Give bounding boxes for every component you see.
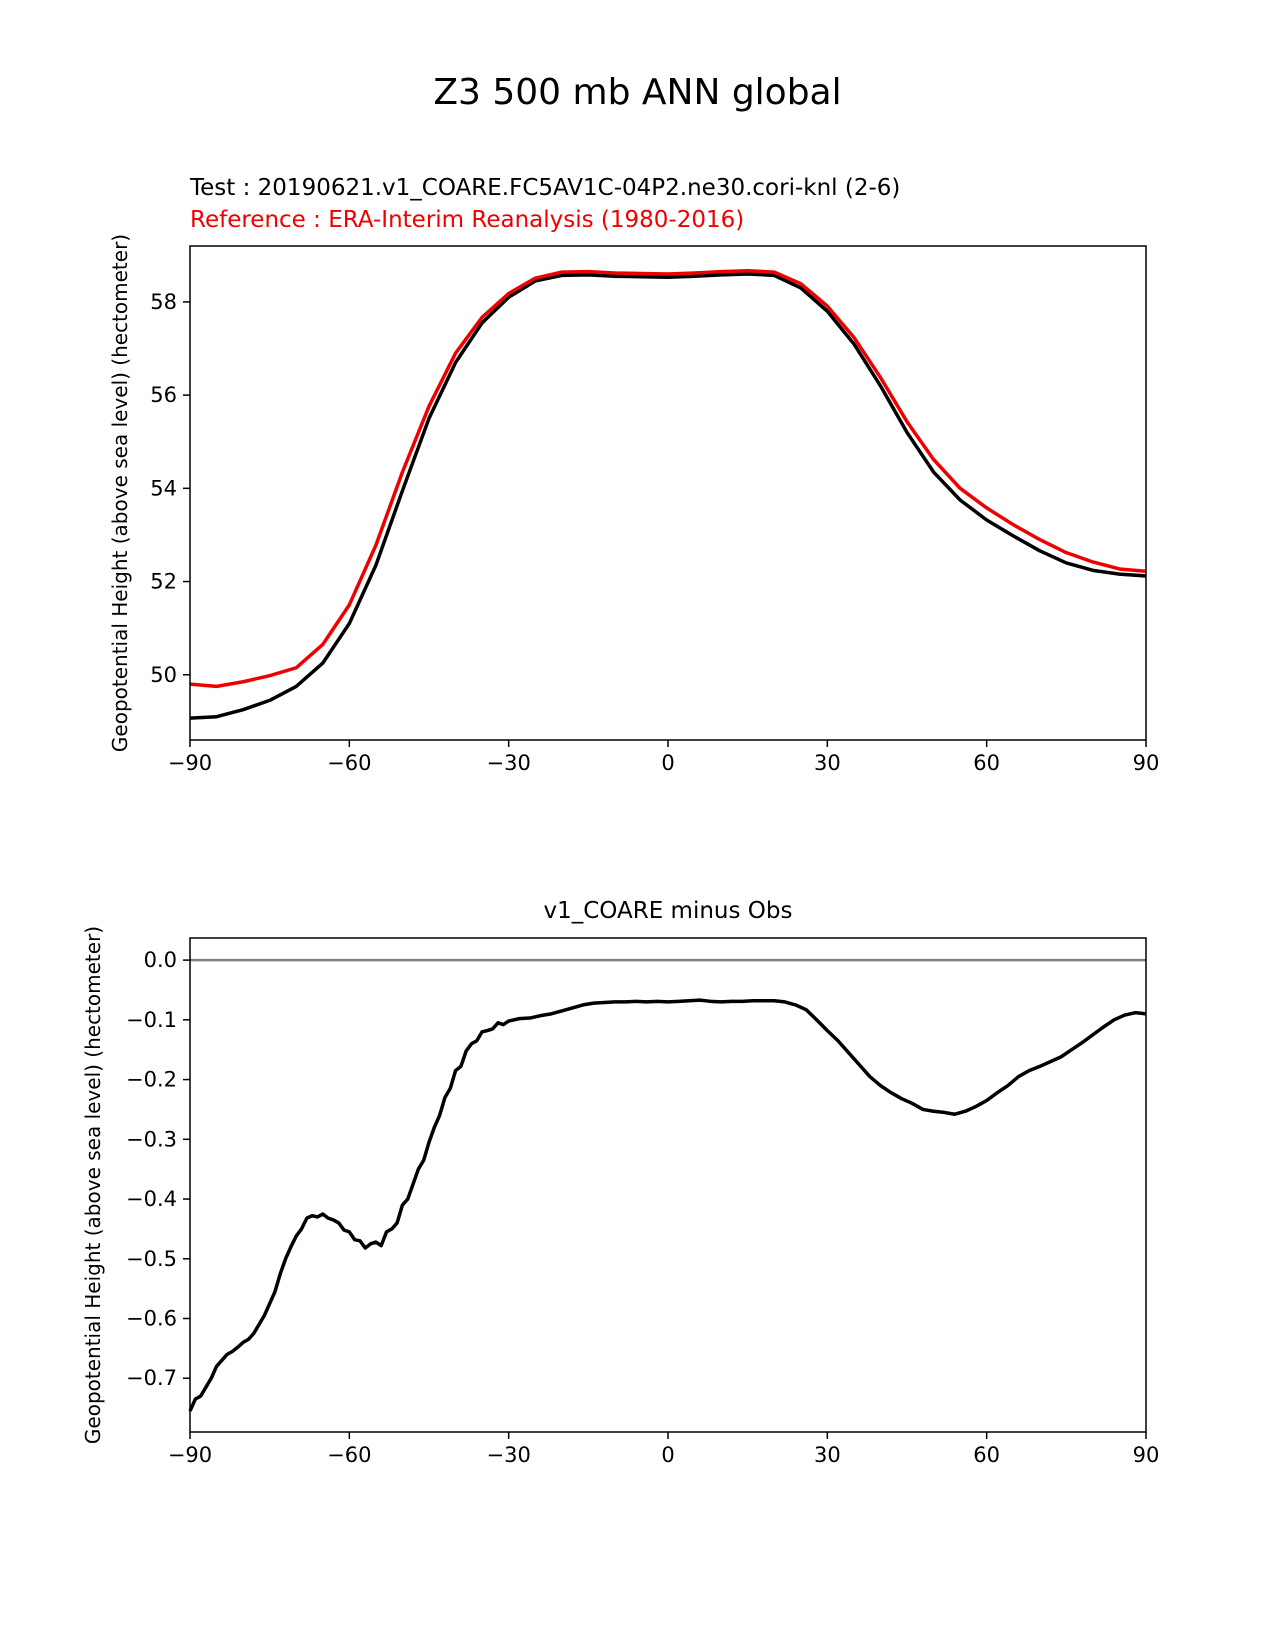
- x-tick-label: 30: [814, 751, 841, 775]
- series-line-reference: [189, 268, 1147, 689]
- y-tick-label: 58: [150, 290, 177, 314]
- y-tick-label: −0.1: [126, 1008, 177, 1032]
- y-tick-label: 0.0: [144, 948, 177, 972]
- axes-frame: [189, 245, 1147, 741]
- x-tick-label: 90: [1133, 1443, 1160, 1467]
- axes-frame: [189, 937, 1147, 1433]
- x-tick-label: −90: [168, 751, 212, 775]
- x-tick-label: 0: [661, 751, 674, 775]
- y-tick-label: −0.4: [126, 1187, 177, 1211]
- y-tick-label: 50: [150, 663, 177, 687]
- test-label: Test : 20190621.v1_COARE.FC5AV1C-04P2.ne…: [190, 175, 901, 201]
- y-tick-label: −0.6: [126, 1307, 177, 1331]
- figure-title: Z3 500 mb ANN global: [433, 72, 842, 113]
- reference-label: Reference : ERA-Interim Reanalysis (1980…: [190, 207, 745, 233]
- y-tick-label: 54: [150, 476, 177, 500]
- series-line-test-minus-reference: [188, 998, 1147, 1412]
- x-tick-label: 60: [973, 1443, 1000, 1467]
- x-tick-label: −90: [168, 1443, 212, 1467]
- panel-title: v1_COARE minus Obs: [544, 898, 793, 924]
- x-tick-label: −60: [327, 1443, 371, 1467]
- y-axis-label: Geopotential Height (above sea level) (h…: [81, 926, 105, 1444]
- y-tick-label: 52: [150, 570, 177, 594]
- y-tick-label: −0.3: [126, 1127, 177, 1151]
- bottom-panel: v1_COARE minus Obs −90 −60 −30 0 30 60 90 0.0 −0.…: [81, 898, 1159, 1467]
- x-tick-label: 30: [814, 1443, 841, 1467]
- y-axis-label: Geopotential Height (above sea level) (h…: [108, 234, 132, 752]
- y-tick-label: −0.7: [126, 1366, 177, 1390]
- y-tick-label: −0.5: [126, 1247, 177, 1271]
- series-line-test: [189, 272, 1147, 720]
- y-tick-label: 56: [150, 383, 177, 407]
- x-tick-label: −30: [487, 1443, 531, 1467]
- x-tick-label: −30: [487, 751, 531, 775]
- x-tick-label: 60: [973, 751, 1000, 775]
- top-panel: −90 −60 −30 0 30 60 90 50 52 54 56 58 Geopotential H…: [108, 234, 1159, 775]
- y-tick-label: −0.2: [126, 1068, 177, 1092]
- x-tick-label: 90: [1133, 751, 1160, 775]
- x-tick-label: −60: [327, 751, 371, 775]
- x-tick-label: 0: [661, 1443, 674, 1467]
